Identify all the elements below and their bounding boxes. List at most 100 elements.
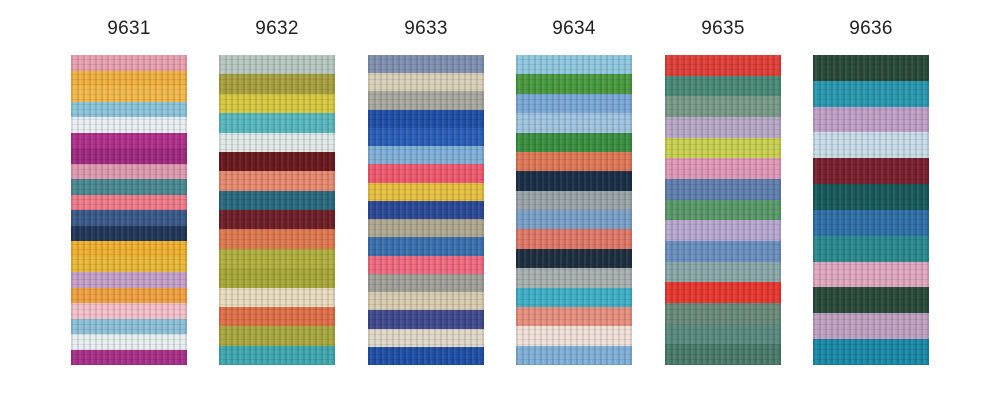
yarn-swatch-image	[219, 55, 335, 365]
yarn-stripe	[368, 273, 484, 293]
yarn-stripe	[665, 323, 781, 345]
yarn-stripe	[71, 55, 187, 71]
yarn-stripe	[368, 127, 484, 147]
yarn-stripe	[665, 303, 781, 324]
yarn-stripe	[71, 148, 187, 164]
swatch-label: 9635	[701, 18, 745, 39]
yarn-stripe	[368, 109, 484, 128]
yarn-stripe	[368, 346, 484, 365]
yarn-stripe	[71, 318, 187, 334]
yarn-stripe	[368, 146, 484, 165]
yarn-swatch-image	[368, 55, 484, 365]
yarn-swatch-image	[516, 55, 632, 365]
yarn-stripe	[665, 344, 781, 365]
yarn-stripe	[71, 194, 187, 210]
yarn-stripe	[516, 248, 632, 269]
yarn-stripe	[219, 74, 335, 94]
yarn-stripe	[665, 117, 781, 138]
swatch-label: 9631	[107, 18, 151, 39]
yarn-stripe	[813, 80, 929, 107]
yarn-stripe	[368, 237, 484, 256]
yarn-stripe	[368, 328, 484, 347]
yarn-stripe	[516, 287, 632, 307]
yarn-stripe	[71, 225, 187, 241]
yarn-stripe	[219, 190, 335, 210]
yarn-stripe	[516, 74, 632, 94]
yarn-stripe	[71, 349, 187, 365]
yarn-stripe	[516, 190, 632, 210]
yarn-stripe	[219, 287, 335, 307]
yarn-stripe	[219, 171, 335, 191]
yarn-stripe	[71, 86, 187, 102]
yarn-stripe	[516, 210, 632, 230]
yarn-stripe	[665, 96, 781, 118]
yarn-stripe	[219, 326, 335, 346]
yarn-stripe	[71, 287, 187, 303]
yarn-stripe	[71, 303, 187, 319]
yarn-stripe	[71, 117, 187, 133]
swatch-label: 9636	[849, 18, 893, 39]
swatch-label: 9634	[552, 18, 596, 39]
yarn-stripe	[813, 55, 929, 81]
yarn-stripe	[665, 282, 781, 304]
yarn-stripe	[368, 310, 484, 329]
yarn-stripe	[665, 241, 781, 262]
yarn-stripe	[219, 132, 335, 152]
yarn-stripe	[516, 326, 632, 346]
yarn-stripe	[219, 229, 335, 249]
yarn-stripe	[71, 132, 187, 148]
yarn-stripe	[219, 113, 335, 133]
yarn-stripe	[516, 268, 632, 288]
yarn-stripe	[71, 256, 187, 272]
yarn-stripe	[219, 268, 335, 288]
yarn-stripe	[516, 229, 632, 249]
yarn-swatch-image	[813, 55, 929, 365]
yarn-stripe	[665, 179, 781, 200]
yarn-stripe	[665, 220, 781, 242]
yarn-stripe	[368, 55, 484, 74]
yarn-stripe	[813, 184, 929, 210]
yarn-stripe	[516, 132, 632, 152]
yarn-stripe	[368, 164, 484, 183]
yarn-stripe	[71, 272, 187, 288]
yarn-stripe	[516, 55, 632, 75]
yarn-stripe	[665, 158, 781, 180]
yarn-stripe	[71, 101, 187, 117]
yarn-stripe	[813, 132, 929, 159]
yarn-stripe	[71, 70, 187, 86]
yarn-stripe	[665, 75, 781, 97]
yarn-stripe	[665, 55, 781, 76]
yarn-stripe	[813, 339, 929, 365]
yarn-stripe	[219, 210, 335, 230]
swatch-label: 9632	[255, 18, 299, 39]
yarn-stripe	[516, 113, 632, 133]
yarn-stripe	[813, 209, 929, 236]
yarn-stripe	[665, 199, 781, 221]
yarn-swatch-image	[71, 55, 187, 365]
yarn-stripe	[71, 210, 187, 226]
yarn-stripe	[368, 200, 484, 220]
yarn-stripe	[368, 91, 484, 110]
yarn-stripe	[665, 137, 781, 159]
yarn-stripe	[813, 313, 929, 340]
yarn-stripe	[813, 106, 929, 133]
yarn-stripe	[219, 345, 335, 365]
yarn-stripe	[368, 292, 484, 311]
yarn-stripe	[368, 219, 484, 238]
yarn-stripe	[516, 151, 632, 172]
yarn-stripe	[516, 171, 632, 191]
yarn-stripe	[71, 163, 187, 179]
yarn-stripe	[813, 287, 929, 314]
yarn-stripe	[368, 182, 484, 201]
yarn-swatch-image	[665, 55, 781, 365]
yarn-stripe	[219, 55, 335, 75]
yarn-stripe	[813, 235, 929, 262]
yarn-stripe	[368, 255, 484, 274]
swatch-label: 9633	[404, 18, 448, 39]
yarn-stripe	[219, 248, 335, 269]
yarn-stripe	[516, 345, 632, 365]
yarn-stripe	[813, 158, 929, 185]
yarn-stripe	[219, 93, 335, 114]
yarn-stripe	[516, 93, 632, 114]
yarn-stripe	[71, 334, 187, 350]
